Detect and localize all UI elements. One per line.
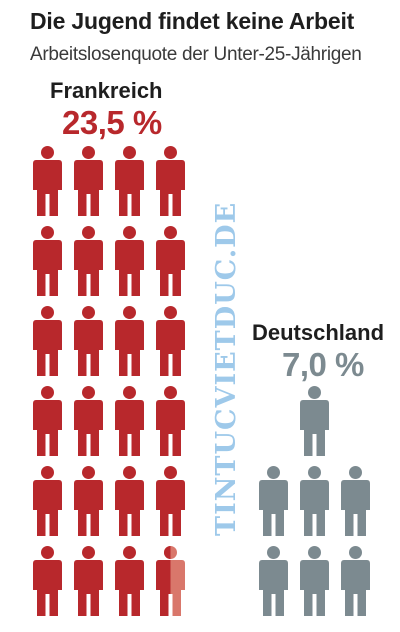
france-person-icon bbox=[74, 146, 103, 216]
france-person-icon bbox=[115, 386, 144, 456]
germany-person-icon bbox=[341, 466, 370, 536]
france-partial-person-icon bbox=[156, 546, 171, 616]
france-person-icon bbox=[33, 146, 62, 216]
france-person-icon bbox=[33, 306, 62, 376]
france-rate: 23,5 % bbox=[62, 104, 162, 141]
germany-rate: 7,0 % bbox=[282, 346, 364, 383]
france-person-icon bbox=[74, 466, 103, 536]
france-person-icon bbox=[115, 546, 144, 616]
france-label: Frankreich bbox=[50, 78, 163, 103]
watermark: TINTUCVIETDUC.DE bbox=[211, 202, 242, 536]
france-person-icon bbox=[33, 226, 62, 296]
france-person-icon bbox=[156, 146, 185, 216]
watermark-text: TINTUCVIETDUC.DE bbox=[211, 202, 242, 536]
france-person-icon bbox=[156, 386, 185, 456]
france-person-icon bbox=[74, 226, 103, 296]
chart-subtitle: Arbeitslosenquote der Unter-25-Jährigen bbox=[30, 44, 362, 65]
germany-person-icon bbox=[341, 546, 370, 616]
germany-label: Deutschland bbox=[252, 320, 385, 345]
chart-title: Die Jugend findet keine Arbeit bbox=[30, 8, 355, 34]
france-person-icon bbox=[115, 146, 144, 216]
germany-person-icon bbox=[259, 466, 288, 536]
france-person-icon bbox=[156, 306, 185, 376]
france-person-icon bbox=[74, 546, 103, 616]
france-pictogram bbox=[33, 146, 185, 616]
germany-person-icon bbox=[300, 466, 329, 536]
france-person-icon bbox=[115, 466, 144, 536]
france-person-icon bbox=[33, 546, 62, 616]
france-person-icon bbox=[115, 306, 144, 376]
france-person-icon bbox=[74, 386, 103, 456]
germany-person-icon bbox=[300, 386, 329, 456]
france-person-icon bbox=[33, 466, 62, 536]
france-person-icon bbox=[115, 226, 144, 296]
france-person-icon bbox=[33, 386, 62, 456]
germany-person-icon bbox=[259, 546, 288, 616]
germany-person-icon bbox=[300, 546, 329, 616]
france-person-icon bbox=[74, 306, 103, 376]
france-person-icon bbox=[156, 226, 185, 296]
france-person-icon bbox=[156, 466, 185, 536]
germany-pictogram bbox=[259, 386, 370, 616]
